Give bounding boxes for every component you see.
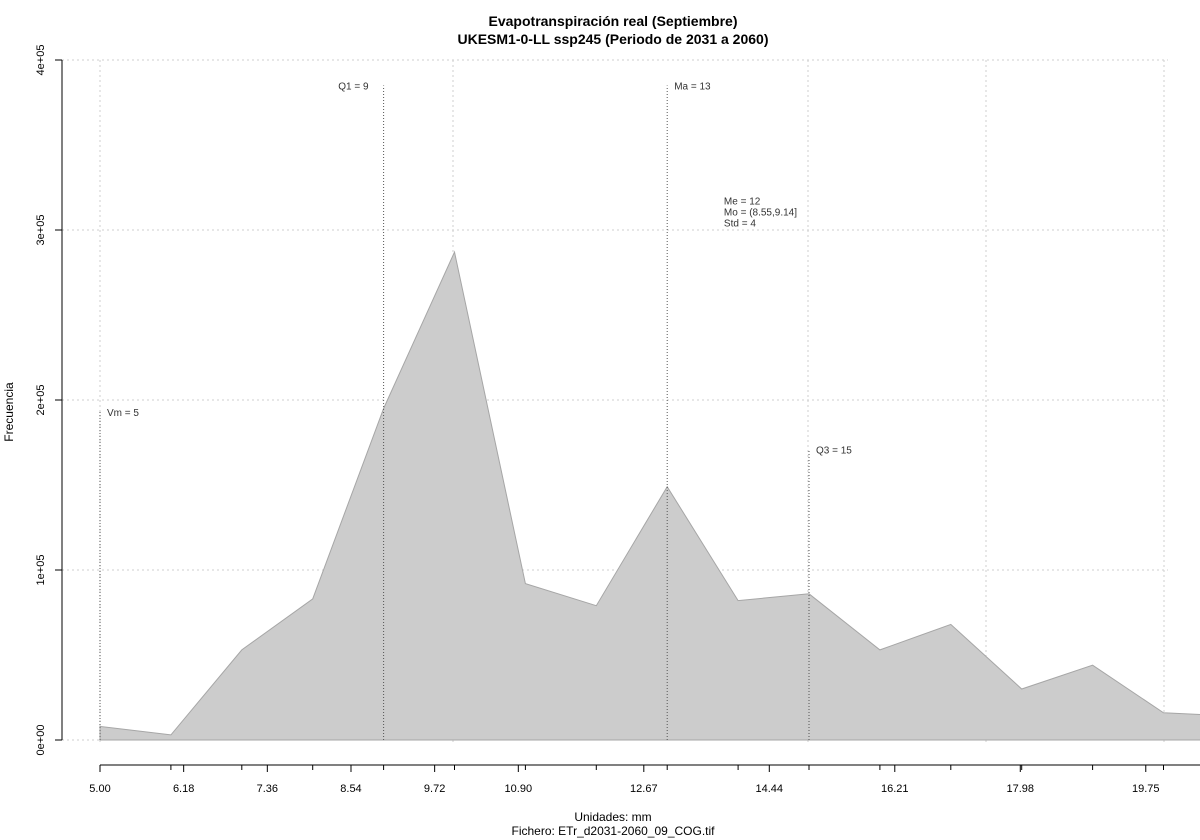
stats-line: Std = 4 — [724, 219, 756, 230]
annotation-label: Vm = 5 — [107, 408, 139, 419]
y-tick-label: 1e+05 — [35, 555, 47, 586]
annotation-label: Q3 = 15 — [816, 445, 852, 456]
x-tick-label: 6.18 — [173, 783, 194, 795]
stats-line: Mo = (8.55,9.14] — [724, 208, 797, 219]
x-tick-label: 10.90 — [505, 783, 533, 795]
y-tick-label: 3e+05 — [35, 215, 47, 246]
file-footer: Fichero: ETr_d2031-2060_09_COG.tif — [512, 824, 716, 838]
x-tick-label: 19.75 — [1132, 783, 1160, 795]
x-tick-label: 12.67 — [630, 783, 658, 795]
x-axis-label: Unidades: mm — [574, 810, 651, 824]
x-tick-label: 7.36 — [257, 783, 278, 795]
x-tick-label: 9.72 — [424, 783, 445, 795]
x-tick-label: 5.00 — [89, 783, 110, 795]
x-tick-label: 14.44 — [756, 783, 784, 795]
y-tick-label: 2e+05 — [35, 385, 47, 416]
chart-text: Evapotranspiración real (Septiembre) UKE… — [2, 13, 768, 838]
annotation-label: Q1 = 9 — [338, 82, 369, 93]
x-tick-label: 8.54 — [340, 783, 361, 795]
y-tick-label: 0e+00 — [35, 725, 47, 756]
frequency-area — [99, 250, 1200, 741]
stats-line: Me = 12 — [724, 197, 761, 208]
x-tick-label: 17.98 — [1007, 783, 1035, 795]
axes: 5.00 6.18 7.36 8.54 9.72 10.90 12.67 14.44 16.21… — [35, 45, 1200, 795]
y-tick-label: 4e+05 — [35, 45, 47, 76]
x-tick-label: 16.21 — [881, 783, 909, 795]
annotation-label: Ma = 13 — [674, 82, 711, 93]
y-axis-label: Frecuencia — [2, 382, 16, 442]
chart-subtitle: UKESM1-0-LL ssp245 (Periodo de 2031 a 20… — [458, 31, 769, 47]
chart-title: Evapotranspiración real (Septiembre) — [489, 13, 738, 29]
